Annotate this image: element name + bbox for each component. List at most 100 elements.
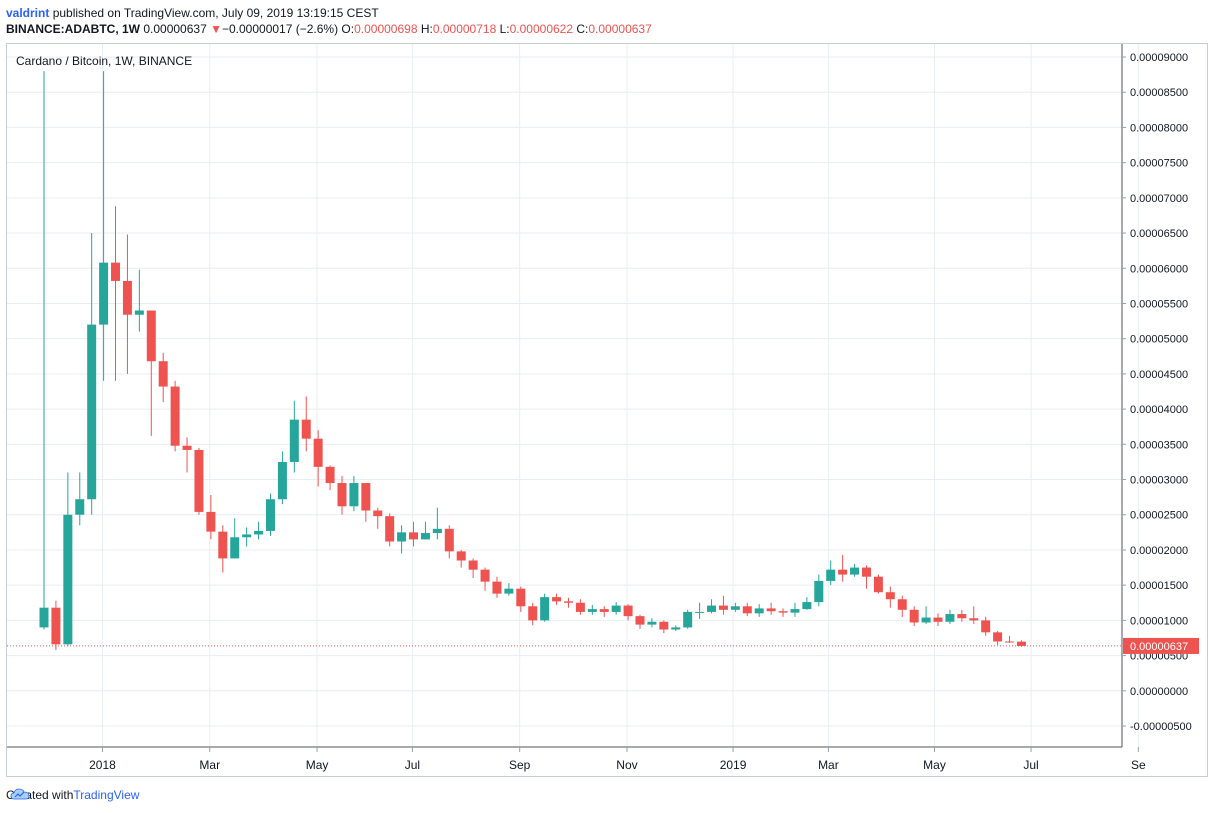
candle-body [695,611,705,613]
candle-body [194,449,204,512]
time-tick-label: Nov [616,758,637,772]
published-text: published on TradingView.com, July 09, 2… [52,6,379,20]
price-tick-label: 0.00004000 [1130,404,1188,416]
price-tick-label: 0.00002000 [1130,545,1188,557]
candle-body [802,602,812,610]
candle-body [611,605,621,612]
candle-body [969,618,979,621]
change-value: −0.00000017 (−2.6%) [221,22,339,36]
candle-body [313,438,323,467]
candle-body [420,533,430,540]
candle-body [718,605,728,610]
candle-body [850,567,860,575]
price-tick-label: 0.00001500 [1130,580,1188,592]
candle-body [766,608,776,612]
low-value: 0.00000622 [509,22,574,36]
time-tick-label: Mar [818,758,839,772]
candle-body [1005,641,1015,643]
candle-body [993,632,1003,642]
price-tick-label: 0.00006500 [1130,228,1188,240]
price-tick-label: 0.00003500 [1130,439,1188,451]
down-arrow-icon: ▼ [210,22,222,36]
candle-body [289,419,299,462]
time-tick-label: May [923,758,946,772]
chart-panel[interactable]: 0.00009000 0.00008500 0.00008000 0.00007500… [6,43,1208,777]
price-tick-label: 0.00006000 [1130,263,1188,275]
candle-body [87,324,97,500]
candle-body [277,461,287,500]
open-label: O: [341,22,355,36]
candle-body [301,419,311,439]
publish-info: valdrint published on TradingView.com, J… [6,5,379,21]
time-tick-label: Se [1131,758,1146,772]
grid-lines [7,44,1139,747]
candle-body [552,597,562,602]
time-tick-label: Jul [1023,758,1038,772]
candle-body [885,592,895,600]
candle-body [456,551,466,561]
low-label: L: [499,22,510,36]
candle-body [134,310,144,315]
candle-body [111,262,121,281]
price-tick-label: -0.00000500 [1130,721,1192,733]
candle-body [170,386,180,446]
symbol-label: BINANCE:ADABTC, 1W [6,22,140,36]
price-tick-label: 0.00002500 [1130,510,1188,522]
price-tick-label: 0.00005000 [1130,334,1188,346]
candle-body [1016,641,1026,646]
candle-body [504,588,514,594]
candle-body [754,608,764,614]
candle-body [897,599,907,610]
price-tick-label: 0.00009000 [1130,52,1188,64]
price-axis-labels: 0.00009000 0.00008500 0.00008000 0.00007500… [1122,52,1192,733]
time-tick-label: Mar [199,758,220,772]
tradingview-cloud-icon [10,788,30,800]
candle-body [63,514,73,645]
time-tick-label: May [306,758,329,772]
time-tick-label: Jul [405,758,420,772]
price-tick-label: 0.00003000 [1130,475,1188,487]
candlestick-chart[interactable]: 0.00009000 0.00008500 0.00008000 0.00007500… [7,44,1207,776]
candle-body [778,611,788,613]
candle-body [599,609,609,612]
candle-body [861,567,871,577]
candle-body [361,483,371,511]
price-tick-label: 0.00004500 [1130,369,1188,381]
footer: Created with TradingView [6,787,139,803]
candle-body [873,576,883,593]
last-price-tag [1123,637,1199,654]
price-tick-label: 0.00005500 [1130,298,1188,310]
candle-body [75,499,85,515]
candle-body [409,532,419,540]
close-label: C: [576,22,589,36]
price-tick-label: 0.00008500 [1130,87,1188,99]
candles-layer [39,71,1026,650]
candle-body [814,580,824,603]
candle-body [468,560,478,570]
price-tick-label: 0.00000000 [1130,686,1188,698]
candle-body [957,614,967,619]
candle-body [587,609,597,612]
candle-body [265,499,275,531]
candle-body [230,537,240,559]
time-axis-labels: 2018 Mar May Jul Sep Nov 2019 Mar May Jul Se [89,747,1146,772]
price-tick-label: 0.00001000 [1130,615,1188,627]
candle-body [158,361,168,387]
candle-body [146,310,156,362]
tradingview-link[interactable]: TradingView [73,788,140,802]
time-tick-label: Sep [509,758,531,772]
candle-body [909,609,919,623]
candle-body [182,445,192,450]
candle-body [826,569,836,581]
candle-body [575,602,585,612]
author-name[interactable]: valdrint [6,6,50,20]
candle-body [122,280,132,315]
candle-body [921,617,931,623]
candle-body [206,511,216,532]
candle-body [623,605,633,617]
candle-body [516,588,526,607]
close-value: 0.00000637 [588,22,652,36]
last-price-value: 0.00000637 [143,22,207,36]
candle-body [492,581,502,594]
candle-body [480,569,490,582]
